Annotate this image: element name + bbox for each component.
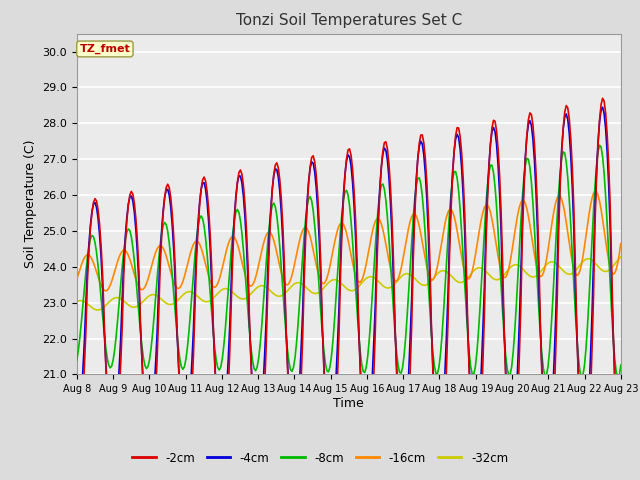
Text: TZ_fmet: TZ_fmet xyxy=(79,44,131,54)
Legend: -2cm, -4cm, -8cm, -16cm, -32cm: -2cm, -4cm, -8cm, -16cm, -32cm xyxy=(127,447,513,469)
X-axis label: Time: Time xyxy=(333,397,364,410)
Y-axis label: Soil Temperature (C): Soil Temperature (C) xyxy=(24,140,36,268)
Title: Tonzi Soil Temperatures Set C: Tonzi Soil Temperatures Set C xyxy=(236,13,462,28)
